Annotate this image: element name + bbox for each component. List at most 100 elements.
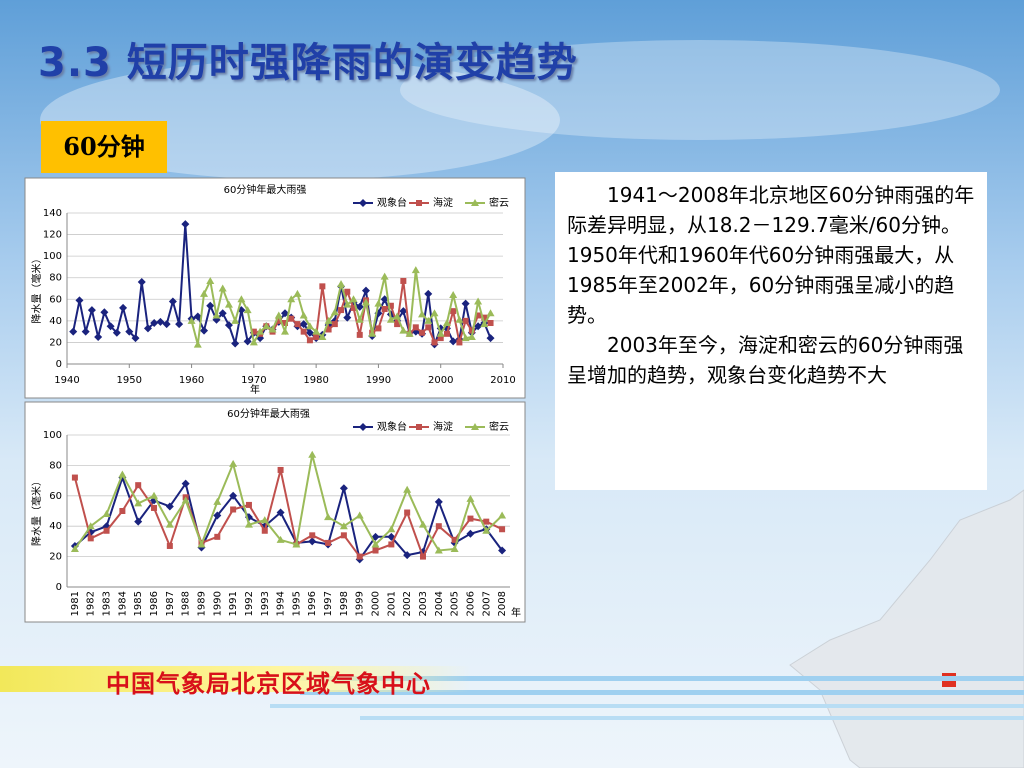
marker xyxy=(274,311,283,319)
y-tick-label: 20 xyxy=(49,337,62,348)
marker xyxy=(262,322,271,330)
marker xyxy=(474,297,483,305)
footer-text: 中国气象局北京区域气象中心 xyxy=(106,670,431,698)
marker xyxy=(450,308,457,315)
y-tick-label: 140 xyxy=(43,208,62,219)
marker xyxy=(387,302,394,309)
marker xyxy=(156,317,165,326)
marker xyxy=(287,295,296,303)
series-line xyxy=(74,454,503,552)
marker xyxy=(339,484,348,493)
paragraph: 1941～2008年北京地区60分钟雨强的年际差异明显，从18.2－129.7毫… xyxy=(567,183,975,327)
marker xyxy=(229,459,238,467)
marker xyxy=(474,322,483,331)
x-tick-label: 2000 xyxy=(371,591,382,616)
chart: 60分钟年最大雨强 0 20 40 60 80 100 1981 1982 1983 1984 198… xyxy=(24,401,526,623)
marker xyxy=(399,307,408,316)
marker xyxy=(137,278,146,287)
marker xyxy=(200,289,209,297)
x-tick-label: 1981 xyxy=(70,591,81,616)
legend-label: 观象台 xyxy=(377,196,407,209)
marker xyxy=(143,324,152,333)
marker xyxy=(231,339,240,348)
legend-label: 观象台 xyxy=(377,420,407,433)
marker xyxy=(331,321,338,328)
marker xyxy=(419,329,426,336)
marker xyxy=(261,527,268,534)
chart-frame xyxy=(24,177,526,399)
x-tick-label: 1990 xyxy=(212,591,223,616)
marker xyxy=(325,539,332,546)
marker xyxy=(486,309,495,317)
marker xyxy=(249,338,258,346)
legend-label: 海淀 xyxy=(433,420,453,433)
marker xyxy=(339,522,348,530)
marker xyxy=(100,308,109,317)
marker xyxy=(403,551,412,560)
marker xyxy=(119,303,128,312)
marker xyxy=(288,315,295,322)
marker xyxy=(498,546,507,555)
marker xyxy=(359,199,367,207)
marker xyxy=(213,497,222,505)
marker xyxy=(168,297,177,306)
marker xyxy=(244,520,253,528)
x-tick-label: 1985 xyxy=(133,591,144,616)
marker xyxy=(212,311,221,319)
marker xyxy=(318,333,327,341)
x-tick-label: 2007 xyxy=(481,591,492,616)
x-tick-label: 2003 xyxy=(418,591,429,616)
marker xyxy=(218,284,227,292)
marker xyxy=(468,327,475,334)
marker xyxy=(112,328,121,337)
x-tick-label: 2006 xyxy=(465,591,476,616)
marker xyxy=(461,299,470,308)
marker xyxy=(69,327,78,336)
marker xyxy=(293,289,302,297)
legend-label: 密云 xyxy=(489,196,509,209)
footer-band xyxy=(0,666,470,692)
y-tick-label: 40 xyxy=(49,316,62,327)
marker xyxy=(340,532,347,539)
marker xyxy=(70,545,79,552)
marker xyxy=(87,306,96,315)
marker xyxy=(325,326,332,333)
marker xyxy=(308,450,317,458)
y-axis-label: 降水量（毫米） xyxy=(30,476,43,546)
marker xyxy=(455,315,464,323)
marker xyxy=(299,320,308,329)
paragraph: 2003年至今，海淀和密云的60分钟雨强呈增加的趋势，观象台变化趋势不大 xyxy=(567,333,964,387)
marker xyxy=(213,511,222,520)
marker xyxy=(338,307,345,314)
marker xyxy=(305,322,314,330)
marker xyxy=(486,334,495,343)
marker xyxy=(268,325,277,333)
marker xyxy=(306,337,313,344)
marker xyxy=(319,283,326,290)
marker xyxy=(349,295,358,303)
x-tick-label: 1988 xyxy=(181,591,192,616)
marker xyxy=(330,308,339,316)
marker xyxy=(430,309,439,317)
marker xyxy=(456,339,463,346)
marker xyxy=(471,199,479,206)
marker xyxy=(218,309,227,318)
marker xyxy=(424,289,433,298)
marker xyxy=(475,312,482,319)
marker xyxy=(312,327,321,335)
marker xyxy=(150,491,159,499)
marker xyxy=(324,513,333,521)
x-tick-label: 1996 xyxy=(307,591,318,616)
marker xyxy=(106,322,115,331)
marker xyxy=(443,330,450,337)
marker xyxy=(206,276,215,284)
marker xyxy=(431,339,438,346)
marker xyxy=(206,301,215,310)
marker xyxy=(368,329,377,337)
y-tick-label: 100 xyxy=(43,251,62,262)
y-tick-label: 120 xyxy=(43,230,62,241)
x-tick-label: 1970 xyxy=(241,375,266,386)
x-tick-label: 1987 xyxy=(165,591,176,616)
y-tick-label: 60 xyxy=(49,491,62,502)
